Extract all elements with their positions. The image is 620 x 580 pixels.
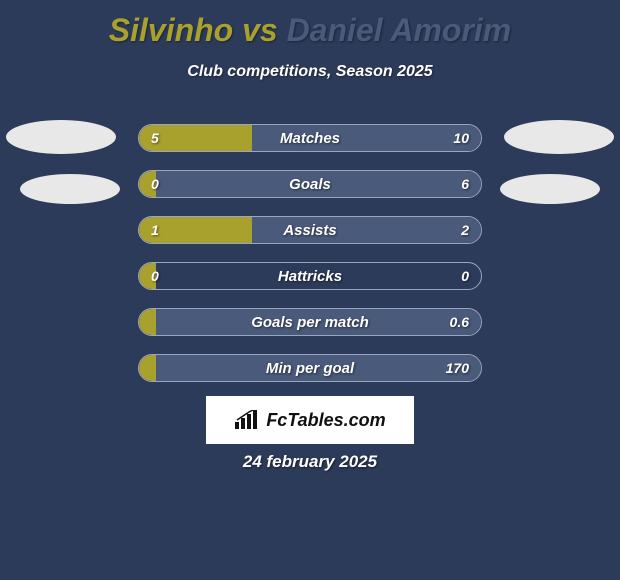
stat-bar: 00Hattricks xyxy=(138,262,482,290)
player1-avatar xyxy=(6,120,116,154)
stat-label: Min per goal xyxy=(139,355,481,381)
player1-name: Silvinho xyxy=(109,12,233,48)
stat-label: Goals per match xyxy=(139,309,481,335)
stat-label: Assists xyxy=(139,217,481,243)
date-text: 24 february 2025 xyxy=(0,452,620,472)
subtitle: Club competitions, Season 2025 xyxy=(0,63,620,81)
stat-label: Matches xyxy=(139,125,481,151)
stat-bar: 0.6Goals per match xyxy=(138,308,482,336)
stat-bar: 170Min per goal xyxy=(138,354,482,382)
logo-box: FcTables.com xyxy=(206,396,414,444)
chart-icon xyxy=(234,410,260,430)
stat-bar: 510Matches xyxy=(138,124,482,152)
stat-label: Goals xyxy=(139,171,481,197)
stat-label: Hattricks xyxy=(139,263,481,289)
stat-bar: 06Goals xyxy=(138,170,482,198)
vs-text: vs xyxy=(242,12,278,48)
player2-avatar xyxy=(504,120,614,154)
player2-avatar-shadow xyxy=(500,174,600,204)
logo-text: FcTables.com xyxy=(266,410,385,431)
player2-name: Daniel Amorim xyxy=(287,12,512,48)
player1-avatar-shadow xyxy=(20,174,120,204)
comparison-title: Silvinho vs Daniel Amorim xyxy=(0,0,620,49)
stat-bar: 12Assists xyxy=(138,216,482,244)
stat-bars-container: 510Matches 06Goals 12Assists 00Hattricks 0.6… xyxy=(138,124,482,400)
